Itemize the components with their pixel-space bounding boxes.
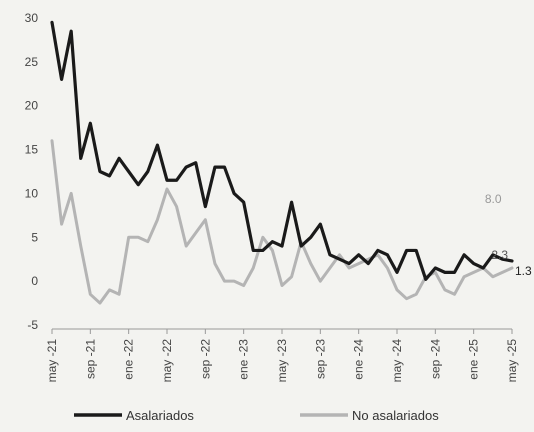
x-tick-label: sep -24 <box>428 339 442 379</box>
legend-label-asalariados: Asalariados <box>126 408 194 423</box>
series-line-asalariados <box>50 20 514 281</box>
y-tick-label: 25 <box>25 55 39 69</box>
x-tick-label: ene -25 <box>467 339 481 380</box>
y-tick-label: 30 <box>25 11 39 25</box>
x-tick-label: sep -21 <box>83 339 97 379</box>
x-tick-label: ene -22 <box>122 339 136 380</box>
series-line-no-asalariados <box>50 139 514 305</box>
y-tick-label: 5 <box>31 230 38 244</box>
x-tick-label: sep -23 <box>313 339 327 379</box>
end-label-no-asalariados: 2.3 <box>491 248 508 262</box>
x-tick-label: may -22 <box>160 339 174 383</box>
x-tick-label: may -23 <box>275 339 289 383</box>
x-tick-label: may -25 <box>505 339 519 383</box>
legend-label-no-asalariados: No asalariados <box>352 408 439 423</box>
x-tick-label: sep -22 <box>198 339 212 379</box>
y-tick-label: 0 <box>31 274 38 288</box>
end-label-asalariados: 1.3 <box>515 264 532 278</box>
x-tick-label: may -24 <box>390 339 404 383</box>
x-tick-label: ene -24 <box>352 339 366 380</box>
y-tick-label: 10 <box>25 186 39 200</box>
x-tick-label: may -21 <box>45 339 59 383</box>
y-tick-label: 20 <box>25 99 39 113</box>
x-tick-label: ene -23 <box>237 339 251 380</box>
y-tick-label: -5 <box>27 318 38 332</box>
peak-label-no-asalariados: 8.0 <box>485 192 502 206</box>
y-tick-label: 15 <box>25 143 39 157</box>
